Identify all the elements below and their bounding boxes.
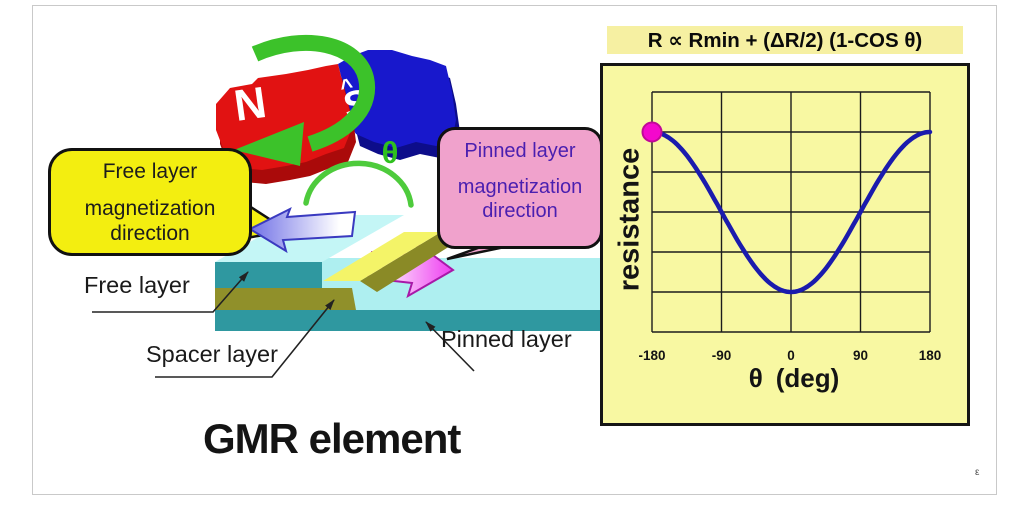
x-tick-4: 180 [918,348,942,363]
chart-panel: resistance θ (deg) -180 -90 0 90 180 [600,63,970,426]
leader-lines [92,271,475,378]
start-marker [641,121,663,143]
rotation-arrow [234,34,376,166]
spacer-ridge-top [323,232,441,281]
free-magnetization-arrow [247,206,357,254]
free-layer-leader [92,271,249,313]
x-tick-3: 90 [852,348,869,363]
footer-mark: ε [975,467,980,478]
x-tick-0: -180 [638,348,666,363]
bar-magnet: N ^ S [216,50,460,184]
pinned-callout-text: magnetization direction [457,176,583,222]
free-callout-title: Free layer [102,160,198,183]
grid-lines [651,91,931,333]
magnet-south-accent: ^ [338,73,356,100]
pinned-layer-leader [425,321,475,372]
resistance-plot [641,91,933,333]
spacer-layer-leader [155,299,335,378]
free-layer-label: Free layer [84,272,190,298]
pinned-layer-label: Pinned layer [441,326,572,352]
formula-banner: R ∝ Rmin + (ΔR/2) (1-COS θ) [607,26,963,54]
pinned-callout-title: Pinned layer [464,140,576,162]
free-layer-callout: Free layer magnetization direction [48,148,252,256]
x-axis-label: θ (deg) [748,363,840,393]
free-callout-text: magnetization direction [84,197,216,246]
spacer-layer-label: Spacer layer [146,341,278,367]
diagram-title: GMR element [203,415,461,462]
pinned-layer-callout: Pinned layer magnetization direction [437,127,603,249]
spacer-ridge-side [360,232,458,292]
free-layer-front-face [215,262,322,288]
spacer-front-face [215,288,356,310]
x-tick-1: -90 [711,348,732,363]
angle-arc [303,160,414,208]
x-tick-2: 0 [787,348,795,363]
angle-theta-label: θ [382,135,399,170]
gmr-illustration: N ^ S θ [92,34,610,378]
y-axis-label: resistance [613,147,646,292]
magnet-north-label: N [231,78,269,131]
resistance-curve [649,129,933,295]
